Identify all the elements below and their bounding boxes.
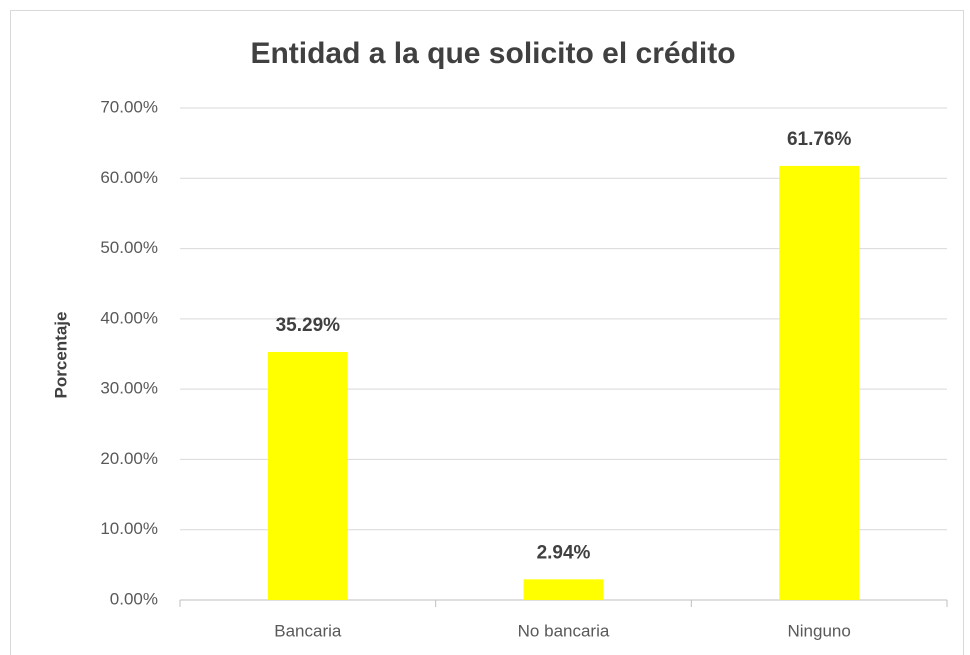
y-tick-label: 30.00% [100,379,158,398]
chart-title: Entidad a la que solicito el crédito [250,37,735,70]
y-axis-title: Porcentaje [51,312,70,399]
y-tick-label: 60.00% [100,168,158,187]
y-tick-label: 70.00% [100,97,158,116]
data-label: 61.76% [787,129,852,150]
x-tick-label: Bancaria [274,621,342,640]
data-label: 2.94% [537,542,591,563]
y-tick-label: 40.00% [100,308,158,327]
bar [779,165,860,600]
y-tick-label: 20.00% [100,449,158,468]
bar [267,351,348,600]
y-tick-label: 50.00% [100,238,158,257]
x-tick-label: Ninguno [788,621,851,640]
bar [523,579,604,600]
x-tick-label: No bancaria [518,621,610,640]
data-label: 35.29% [276,315,341,336]
y-tick-label: 0.00% [110,589,158,608]
y-tick-label: 10.00% [100,519,158,538]
